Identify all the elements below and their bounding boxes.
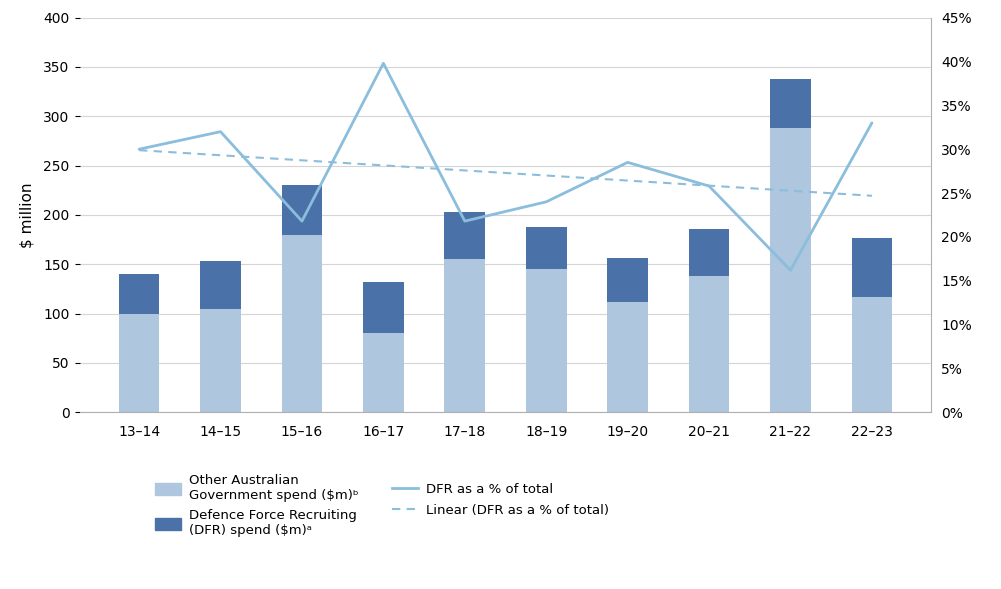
Bar [526,269,567,412]
Bar [770,79,811,128]
Bar [119,313,159,412]
Bar [281,186,322,234]
Bar [200,309,241,412]
Bar [444,259,485,412]
Bar [363,333,403,412]
Bar [608,302,648,412]
Bar [770,128,811,412]
Bar [689,276,730,412]
Bar [444,212,485,259]
Bar [526,227,567,269]
Bar [200,262,241,309]
Bar [852,297,892,412]
Bar [689,229,730,276]
Y-axis label: $ million: $ million [20,182,35,248]
Bar [608,259,648,302]
Bar [852,238,892,297]
Bar [281,234,322,412]
Bar [363,282,403,333]
Legend: Other Australian
Government spend ($m)ᵇ, Defence Force Recruiting
(DFR) spend ($: Other Australian Government spend ($m)ᵇ,… [155,474,609,537]
Bar [119,274,159,313]
